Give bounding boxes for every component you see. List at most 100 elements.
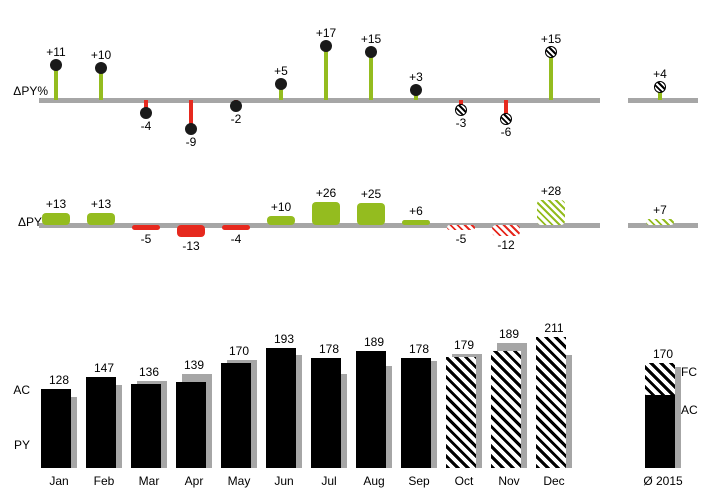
lollipop-ball xyxy=(230,100,242,112)
bar-value-label: 189 xyxy=(364,335,384,349)
delta-value-label: +25 xyxy=(361,187,381,201)
delta-value-label: -12 xyxy=(497,238,514,252)
legend-fc: FC xyxy=(681,365,697,379)
lollipop-value-label: -4 xyxy=(141,119,152,133)
ac-bar xyxy=(221,363,251,468)
ac-bar xyxy=(86,377,116,468)
bar-value-label: 178 xyxy=(319,342,339,356)
bar-value-label: 189 xyxy=(499,327,519,341)
lollipop-value-label: -9 xyxy=(186,135,197,149)
delta-bar xyxy=(402,220,430,225)
lollipop-ball xyxy=(455,104,467,116)
lollipop-value-label: -3 xyxy=(456,116,467,130)
delta-value-label: -5 xyxy=(456,232,467,246)
bar-value-label: 179 xyxy=(454,338,474,352)
ac-bar xyxy=(311,358,341,468)
legend-ac: AC xyxy=(681,403,698,417)
delta-value-label: -4 xyxy=(231,232,242,246)
delta-bar xyxy=(87,213,115,225)
lollipop-value-label: +15 xyxy=(361,32,381,46)
bars-ylabel-ac: AC xyxy=(4,383,30,397)
bar-value-label: 139 xyxy=(184,358,204,372)
ac-bar xyxy=(536,337,566,468)
month-label: Aug xyxy=(363,474,384,488)
lollipop-ball xyxy=(545,46,557,58)
month-label: Jan xyxy=(49,474,68,488)
month-label: Mar xyxy=(139,474,160,488)
lollipop-ball xyxy=(185,123,197,135)
delta-value-label: +6 xyxy=(409,204,423,218)
bars-ylabel-py: PY xyxy=(4,438,30,452)
delta-value-label: +26 xyxy=(316,186,336,200)
lollipop-ball xyxy=(365,46,377,58)
ac-bar xyxy=(356,351,386,468)
month-label: Nov xyxy=(498,474,519,488)
delta-bar xyxy=(646,219,674,225)
ac-bar xyxy=(266,348,296,468)
lollipop-value-label: +4 xyxy=(653,67,667,81)
delta-value-label: +13 xyxy=(46,197,66,211)
delta-bar xyxy=(222,225,250,230)
bar-value-label: 211 xyxy=(544,321,563,335)
bar-value-label: 136 xyxy=(139,365,159,379)
lollipop-ball xyxy=(320,40,332,52)
lollipop-ball xyxy=(275,78,287,90)
ac-bar xyxy=(131,384,161,468)
delta-bar xyxy=(537,200,565,225)
month-label: Jun xyxy=(274,474,293,488)
delta-ylabel: ΔPY xyxy=(8,215,42,229)
delta-bar xyxy=(42,213,70,225)
delta-value-label: -5 xyxy=(141,232,152,246)
month-label: Ø 2015 xyxy=(643,474,682,488)
delta-value-label: -13 xyxy=(182,239,199,253)
lollipop-value-label: +17 xyxy=(316,26,336,40)
delta-value-label: +13 xyxy=(91,197,111,211)
lollipop-value-label: -6 xyxy=(501,125,512,139)
lollipop-stick xyxy=(549,52,553,100)
lollipop-ball xyxy=(410,84,422,96)
delta-value-label: +28 xyxy=(541,184,561,198)
month-label: Jul xyxy=(321,474,336,488)
lollipop-ball xyxy=(654,81,666,93)
delta-bar xyxy=(447,225,475,230)
bar-value-label: 170 xyxy=(653,347,673,361)
lollipop-ball xyxy=(500,113,512,125)
lollipop-axis xyxy=(39,98,600,103)
ac-bar xyxy=(491,351,521,468)
lollipop-ball xyxy=(95,62,107,74)
month-label: Apr xyxy=(185,474,204,488)
delta-bar xyxy=(312,202,340,225)
delta-value-label: +7 xyxy=(653,203,667,217)
delta-bar xyxy=(357,203,385,226)
ac-bar xyxy=(446,357,476,468)
lollipop-value-label: +5 xyxy=(274,64,288,78)
legend-ac-swatch xyxy=(645,395,675,468)
ac-bar xyxy=(176,382,206,468)
lollipop-value-label: +3 xyxy=(409,70,423,84)
bar-value-label: 178 xyxy=(409,342,429,356)
bar-value-label: 193 xyxy=(274,332,294,346)
delta-bar xyxy=(492,225,520,236)
lollipop-stick xyxy=(369,52,373,100)
month-label: Sep xyxy=(408,474,429,488)
lollipop-ball xyxy=(50,59,62,71)
bar-value-label: 128 xyxy=(49,373,69,387)
bar-value-label: 170 xyxy=(229,344,249,358)
delta-bar xyxy=(267,216,295,225)
lollipop-value-label: +11 xyxy=(46,45,65,59)
ac-bar xyxy=(41,389,71,468)
lollipop-stick xyxy=(324,46,328,100)
lollipop-ball xyxy=(140,107,152,119)
month-label: May xyxy=(228,474,251,488)
lollipop-ylabel: ΔPY% xyxy=(8,84,48,98)
lollipop-axis-avg xyxy=(628,98,698,103)
delta-bar xyxy=(177,225,205,237)
month-label: Dec xyxy=(543,474,564,488)
bar-value-label: 147 xyxy=(94,361,114,375)
delta-value-label: +10 xyxy=(271,200,291,214)
delta-bar xyxy=(132,225,160,230)
lollipop-value-label: -2 xyxy=(231,112,242,126)
month-label: Oct xyxy=(455,474,474,488)
lollipop-value-label: +10 xyxy=(91,48,111,62)
lollipop-value-label: +15 xyxy=(541,32,561,46)
